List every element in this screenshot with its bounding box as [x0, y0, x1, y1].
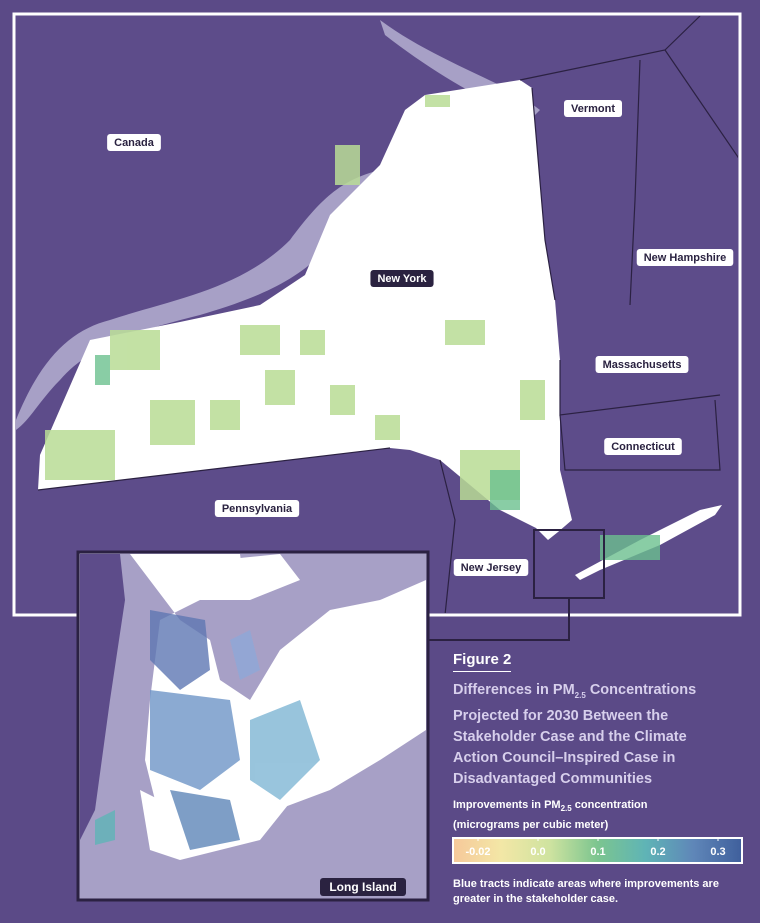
improvement-tracts: [45, 95, 545, 500]
state-label: New York: [377, 273, 427, 285]
map-label-box: [453, 559, 529, 576]
lake-ontario: [16, 150, 420, 430]
map-label: New Hampshire: [644, 252, 727, 264]
inset-map: [80, 554, 426, 860]
inset-tracts: [95, 610, 320, 850]
title-text: Concentrations Projected for 2030 Betwee…: [453, 682, 697, 787]
map-label: Massachusetts: [603, 359, 682, 371]
state-borders: [37, 16, 738, 613]
color-legend: -0.02 0.0 0.1 0.2 0.3: [452, 837, 743, 864]
map-label-box: [595, 356, 689, 373]
map-label: Vermont: [571, 103, 615, 115]
inset-label: Long Island: [329, 880, 396, 894]
figure-number: Figure 2: [453, 651, 512, 672]
legend-title: Improvements in PM2.5 concentration (micr…: [453, 797, 648, 833]
inset-label-box: [320, 878, 406, 896]
legend-tick-label: 0.2: [650, 846, 665, 858]
title-subscript: 2.5: [574, 690, 586, 700]
map-label-box: [563, 100, 623, 117]
map-label: Canada: [114, 137, 155, 149]
main-map: [16, 16, 738, 613]
map-label-box: [107, 134, 161, 151]
legend-tick-label: -0.02: [465, 846, 490, 858]
map-label-box: [636, 249, 734, 266]
improvement-tracts-strong: [95, 355, 660, 560]
title-text: Differences in PM: [453, 682, 575, 698]
legend-note: Blue tracts indicate areas where improve…: [453, 878, 719, 905]
map-label: Pennsylvania: [222, 503, 293, 515]
map-label-box: [604, 438, 682, 455]
inset-connector: [428, 598, 570, 641]
legend-title-text: Improvements in PM: [453, 799, 561, 811]
legend-tick-label: 0.0: [530, 846, 545, 858]
figure-title: Differences in PM2.5 Concentrations Proj…: [453, 680, 723, 790]
legend-title-text: concentration: [571, 799, 648, 811]
legend-tick-label: 0.3: [710, 846, 725, 858]
legend-title-subscript: 2.5: [560, 804, 572, 814]
map-label: New Jersey: [461, 562, 522, 574]
map-label: Connecticut: [611, 441, 675, 453]
map-label-box: [214, 500, 300, 517]
legend-tick-label: 0.1: [590, 846, 605, 858]
legend-subtitle: (micrograms per cubic meter): [453, 819, 609, 832]
state-label-box: [370, 270, 434, 287]
